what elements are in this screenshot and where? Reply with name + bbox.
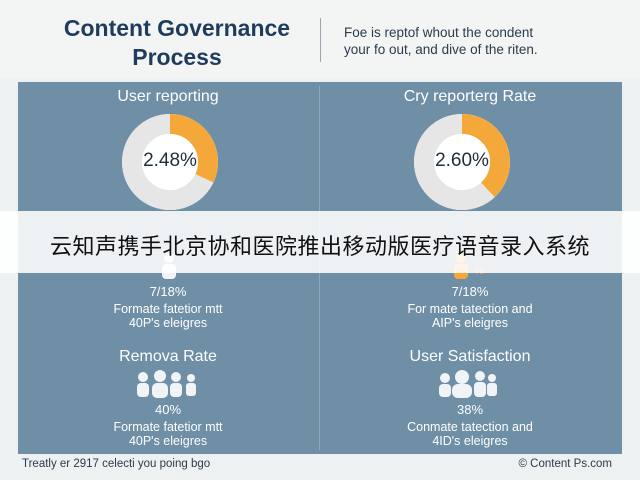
donut-chart-user-reporting <box>122 114 218 210</box>
people-group-icon <box>137 370 196 398</box>
banner-text: 云知声携手北京协和医院推出移动版医疗语音录入系统 <box>49 234 590 259</box>
footer-left-text: Treatly er 2917 celecti you poing bgo <box>22 458 211 470</box>
subtitle-line-1: Foe is reptof whout the condent <box>344 25 534 40</box>
header-divider <box>320 18 321 62</box>
description-line-2: 40P's eleigres <box>128 316 208 330</box>
stat-description-user-reporting: Formate fatetior mtt 40P's eleigres <box>18 302 318 330</box>
subtitle-line-2: your fo out, and dive of the riten. <box>344 42 538 57</box>
stat-value-user-reporting: 7/18% <box>149 284 187 299</box>
stat-description-removal-rate: Formate fatetior mtt 40P's eleigres <box>18 420 318 448</box>
stat-value-reporting-rate: 7/18% <box>451 284 489 299</box>
description-line-2: 40P's eleigres <box>128 434 208 448</box>
stat-value-removal-rate: 40% <box>154 402 182 417</box>
description-line-2: 4ID's eleigres <box>432 434 508 448</box>
stat-title-user-satisfaction: User Satisfaction <box>409 348 531 365</box>
donut-value-reporting-rate: 2.60% <box>435 150 489 171</box>
description-line-1: Formate fatetior mtt <box>113 302 223 316</box>
title-line-1: Content Governance <box>63 15 291 41</box>
donut-arc <box>414 114 510 210</box>
people-group-icon <box>439 370 497 398</box>
description-line-1: Conmate tatection and <box>407 420 533 434</box>
stat-description-reporting-rate: For mate tatection and AIP's eleigres <box>320 302 620 330</box>
stat-value-user-satisfaction: 38% <box>456 402 484 417</box>
header: Content Governance Process Foe is reptof… <box>0 0 640 78</box>
stat-title-reporting-rate: Cry reporterg Rate <box>403 88 537 105</box>
donut-hole <box>142 134 198 190</box>
donut-chart-reporting-rate <box>414 114 510 210</box>
stat-title-user-reporting: User reporting <box>117 88 219 105</box>
title-line-2: Process <box>132 44 222 70</box>
page-title: Content Governance Process <box>32 14 322 72</box>
description-line-1: For mate tatection and <box>407 302 533 316</box>
stat-description-user-satisfaction: Conmate tatection and 4ID's eleigres <box>320 420 620 448</box>
page-subtitle: Foe is reptof whout the condent your fo … <box>344 24 614 58</box>
overlay-banner: 云知声携手北京协和医院推出移动版医疗语音录入系统 <box>0 211 640 273</box>
description-line-2: AIP's eleigres <box>431 316 509 330</box>
donut-arc <box>122 114 218 210</box>
footer-right-text: © Content Ps.com <box>518 458 612 470</box>
description-line-1: Formate fatetior mtt <box>113 420 223 434</box>
donut-hole <box>434 134 490 190</box>
stat-title-removal-rate: Remova Rate <box>119 348 217 365</box>
donut-value-user-reporting: 2.48% <box>143 150 197 171</box>
